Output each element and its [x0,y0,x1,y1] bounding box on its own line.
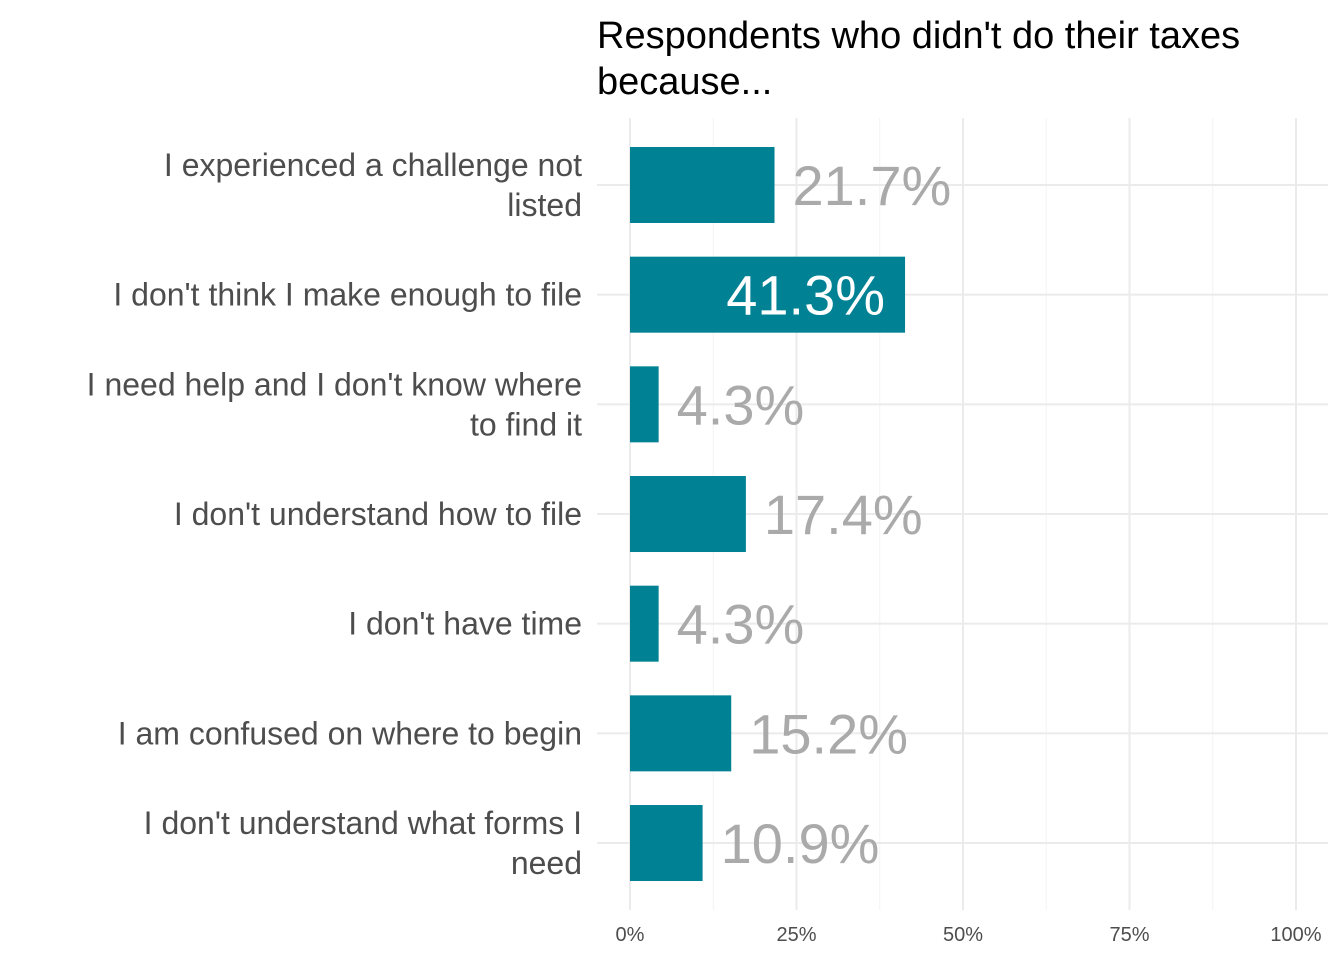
bar [630,805,703,882]
bar [630,695,732,772]
bar-value-label: 15.2% [749,702,908,765]
bar-value-label: 41.3% [726,264,885,327]
category-label: I don't have time [348,606,582,642]
category-labels: I experienced a challenge not listed I don… [87,147,582,881]
x-tick-label: 0% [616,924,645,946]
category-label: I experienced a challenge not [164,147,582,183]
bar-value-label: 4.3% [677,373,805,436]
chart-title-line-1: Respondents who didn't do their taxes [597,15,1240,57]
bars [630,147,906,882]
bar-value-labels: 21.7% 41.3% 4.3% 17.4% 4.3% 15.2% 10.9% [677,154,952,875]
x-tick-label: 75% [1109,924,1149,946]
bar-value-label: 17.4% [764,483,923,546]
category-label: to find it [470,406,582,442]
x-tick-label: 50% [943,924,983,946]
category-label: I need help and I don't know where [87,366,582,402]
bar [630,256,906,333]
x-axis-tick-labels: 0% 25% 50% 75% 100% [616,924,1322,946]
bar-value-label: 21.7% [793,154,952,217]
category-label: I don't understand what forms I [144,805,582,841]
bar [630,147,775,223]
category-label: I am confused on where to begin [118,715,582,751]
bar-value-label: 10.9% [721,812,880,875]
category-label: listed [507,187,582,223]
bar-value-label: 4.3% [677,593,805,656]
category-label: I don't think I make enough to file [113,277,582,313]
x-tick-label: 100% [1270,924,1321,946]
chart-title-line-2: because... [597,61,772,103]
bar [630,476,746,553]
category-label: need [511,845,582,881]
category-label: I don't understand how to file [174,496,582,532]
x-tick-label: 25% [776,924,816,946]
bar [630,585,659,662]
bar [630,366,659,443]
